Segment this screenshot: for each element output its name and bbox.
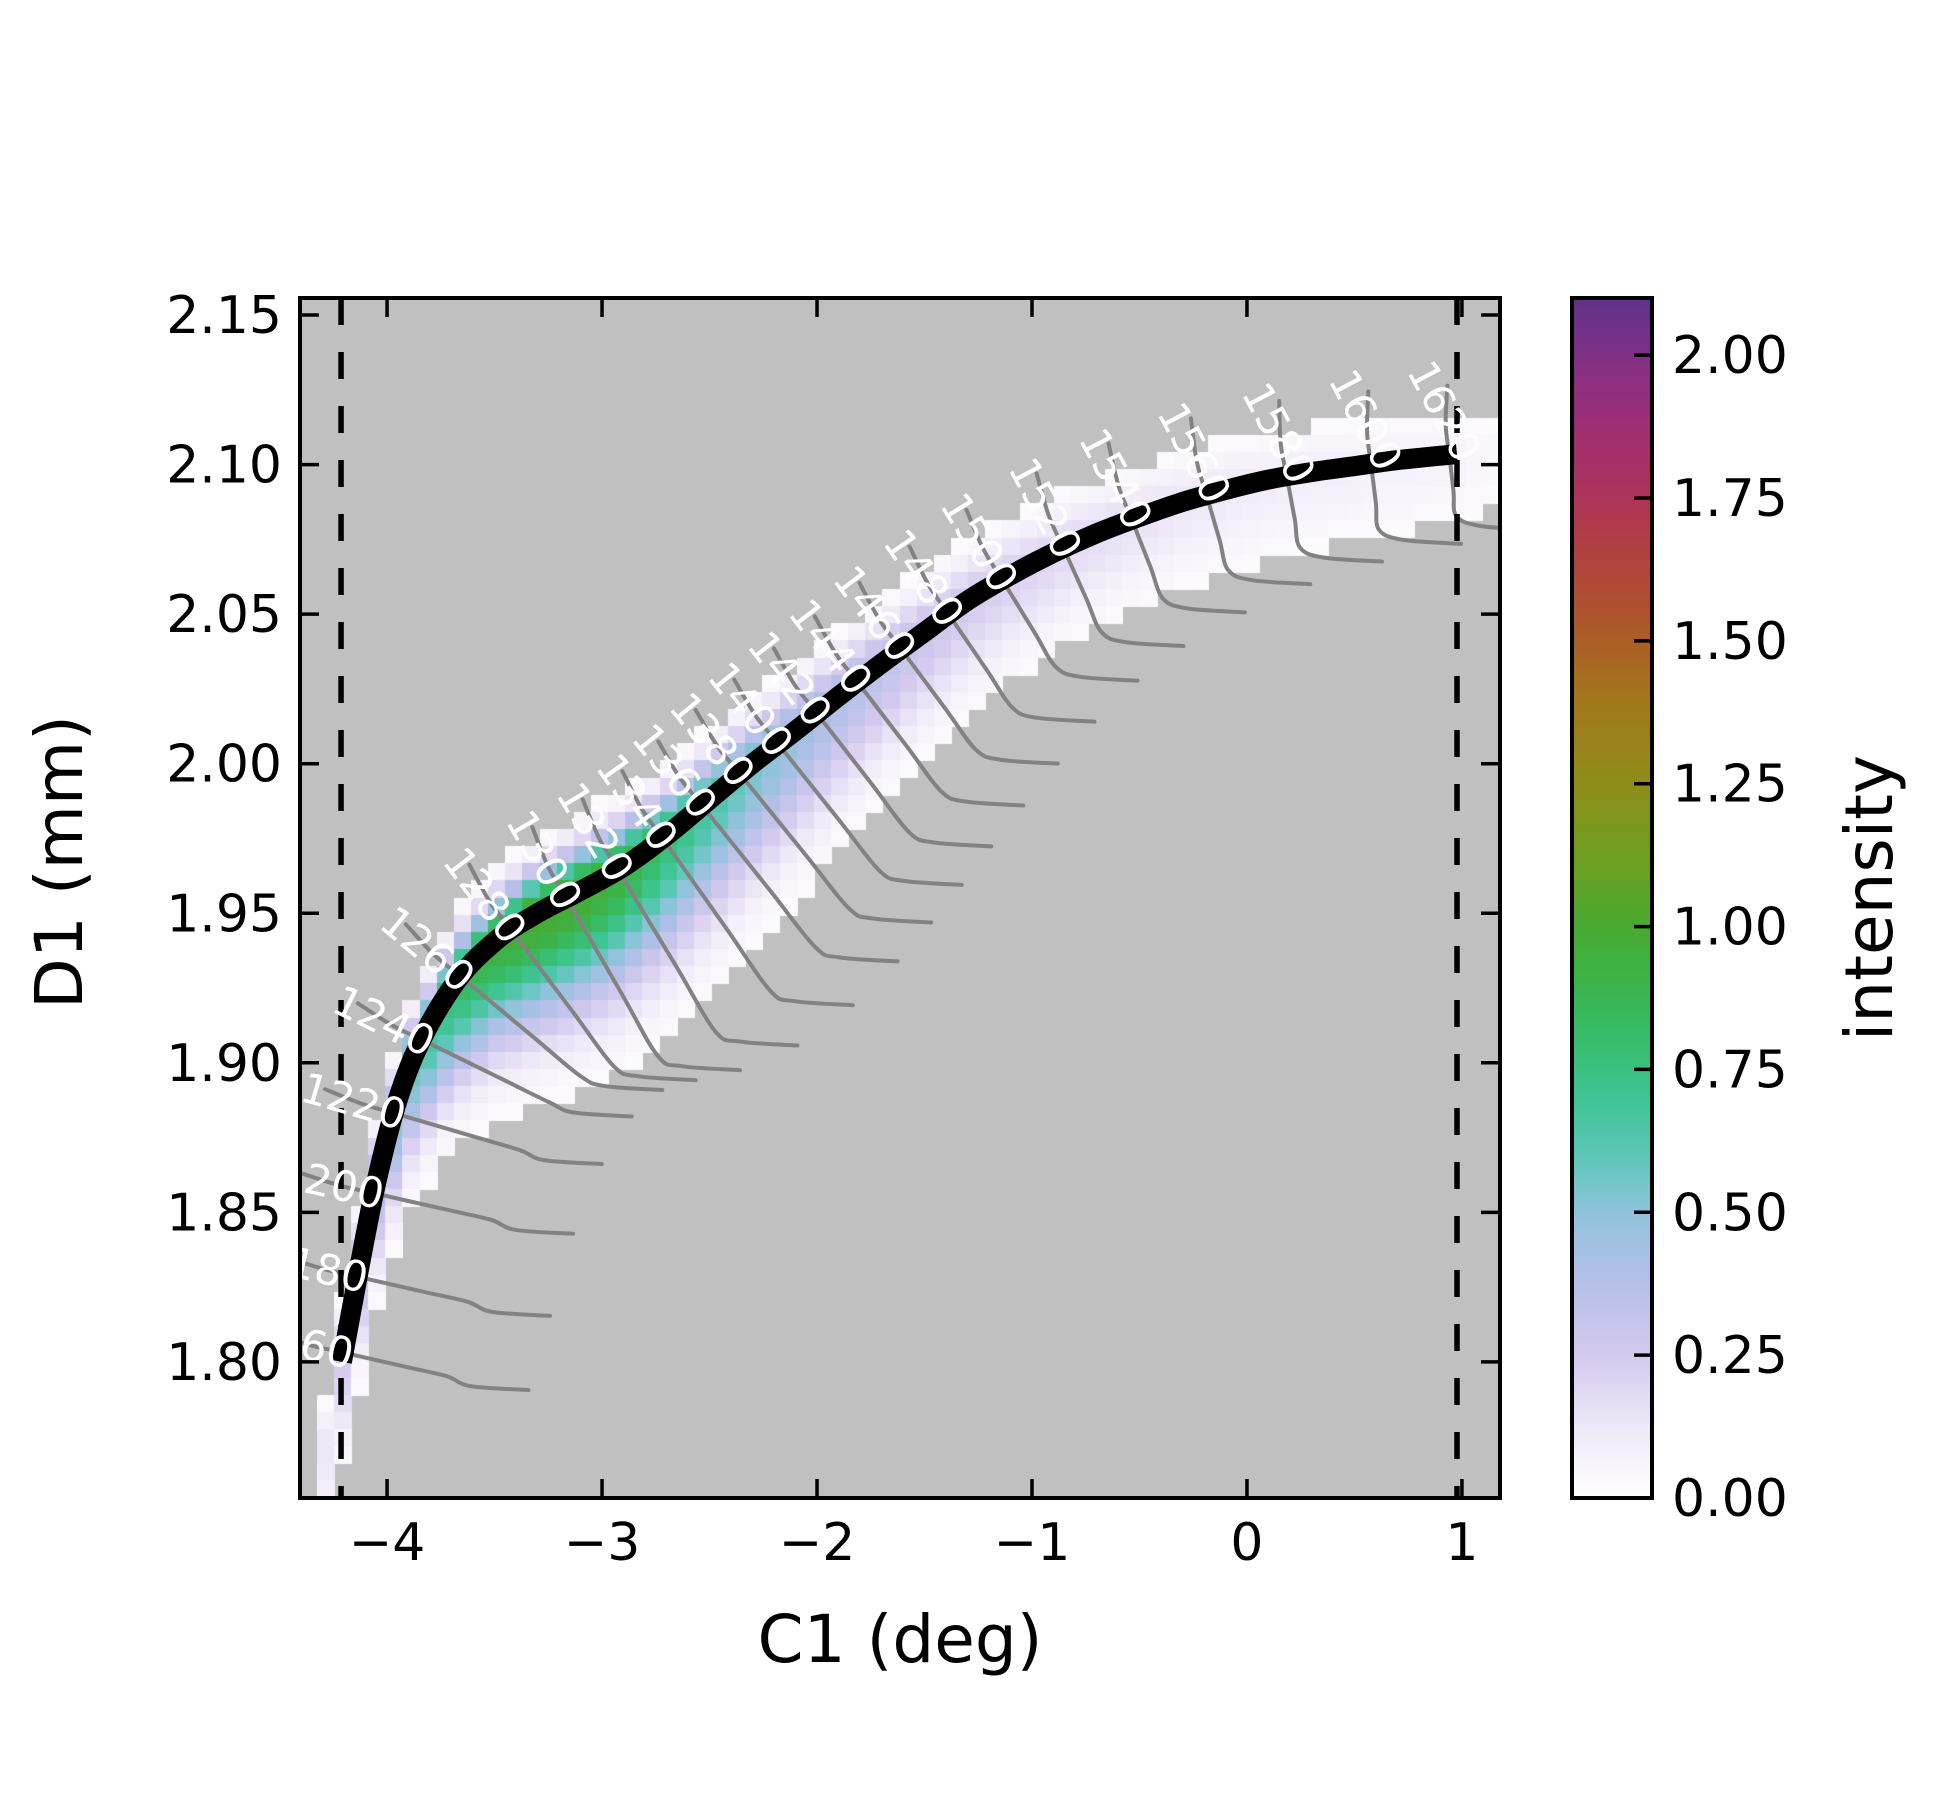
svg-text:1.85: 1.85 [166,1183,282,1243]
svg-text:0.75: 0.75 [1672,1040,1788,1100]
contour-labels: 1160118012001220124012601280130013201340… [274,353,1491,1379]
svg-text:1240: 1240 [325,976,443,1067]
svg-text:0: 0 [1230,1513,1263,1573]
ridge-line [332,444,1459,1364]
colorbar-gradient [1570,296,1654,1500]
axes-frame [298,296,1502,1500]
svg-text:1.75: 1.75 [1672,469,1788,529]
svg-text:2.05: 2.05 [166,585,282,645]
svg-text:−2: −2 [779,1513,856,1573]
svg-text:1580: 1580 [1232,374,1325,491]
svg-text:1220: 1220 [295,1063,411,1140]
svg-text:1.00: 1.00 [1672,898,1788,958]
colorbar-tick-labels: 0.00 0.25 0.50 0.75 1.00 1.25 1.50 1.75 2.00 [1672,326,1788,1529]
svg-text:2.15: 2.15 [166,286,282,346]
colorbar: 0.00 0.25 0.50 0.75 1.00 1.25 1.50 1.75 2.00 int… [1570,296,1908,1529]
svg-text:1.25: 1.25 [1672,755,1788,815]
svg-text:0.50: 0.50 [1672,1183,1788,1243]
svg-text:2.10: 2.10 [166,436,282,496]
svg-text:1.95: 1.95 [166,884,282,944]
svg-text:1560: 1560 [1148,394,1241,511]
svg-text:−3: −3 [564,1513,641,1573]
svg-text:−4: −4 [349,1513,426,1573]
svg-text:1.50: 1.50 [1672,612,1788,672]
axis-ticks [300,298,1500,1498]
heatmap-canvas [300,298,1500,1498]
x-axis-label: C1 (deg) [758,1601,1043,1678]
svg-text:2.00: 2.00 [166,735,282,795]
svg-text:0.00: 0.00 [1672,1469,1788,1529]
svg-text:2.00: 2.00 [1672,326,1788,386]
colorbar-ticks [1634,353,1652,1500]
dashed-guide-lines [338,298,1460,1498]
svg-text:−1: −1 [994,1513,1071,1573]
svg-text:0.25: 0.25 [1672,1326,1788,1386]
colorbar-label: intensity [1831,755,1908,1041]
svg-text:1.90: 1.90 [166,1034,282,1094]
tick-labels: −4 −3 −2 −1 0 1 1.80 1.85 1.90 1.95 2.00 2.05 2.10 2.… [166,286,1478,1573]
y-axis-label: D1 (mm) [21,715,98,1009]
svg-text:1: 1 [1445,1513,1478,1573]
svg-text:1540: 1540 [1069,420,1162,537]
svg-text:1200: 1200 [274,1148,389,1219]
svg-text:1.80: 1.80 [166,1333,282,1393]
